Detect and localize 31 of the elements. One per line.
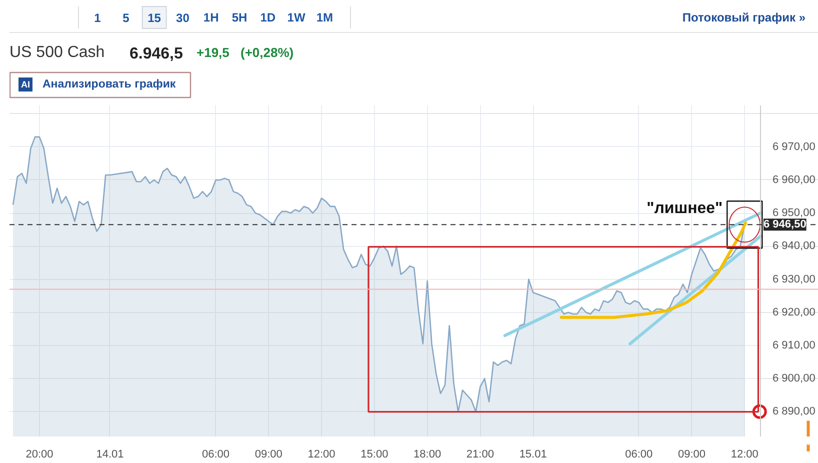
x-tick-label: 09:00 xyxy=(254,448,282,460)
text: Потоковый график » xyxy=(682,10,806,24)
ref-line-label: 6 946,50 xyxy=(764,218,806,231)
x-tick-label: 20:00 xyxy=(26,448,54,460)
y-tick-label: 6 890,00 xyxy=(772,406,816,418)
text: (+0,28%) xyxy=(240,45,294,60)
y-tick-label: 6 950,00 xyxy=(772,207,816,220)
annotation: "лишнее" xyxy=(646,200,723,218)
y-tick-label: 6 940,00 xyxy=(772,240,816,252)
y-tick-label: 6 910,00 xyxy=(772,339,816,352)
y-tick-label: 6 900,00 xyxy=(772,372,816,385)
x-tick-label: 21:00 xyxy=(466,448,494,460)
y-tick-label: 6 930,00 xyxy=(772,273,816,286)
text: Анализировать график xyxy=(42,78,176,90)
x-tick-label: 15:00 xyxy=(360,448,388,460)
x-tick-label: 18:00 xyxy=(414,448,442,460)
x-tick-label: 14.01 xyxy=(96,448,124,460)
x-tick-label: 15.01 xyxy=(519,448,547,460)
text: AI xyxy=(21,80,30,90)
x-tick-label: 06:00 xyxy=(625,448,653,460)
y-tick-label: 6 920,00 xyxy=(772,306,816,318)
text: 1 5 15 30 1H 5H 1D 1W 1M xyxy=(94,10,334,25)
x-tick-label: 12:00 xyxy=(308,448,336,460)
text: +19,5 xyxy=(196,45,230,60)
chart-title: US 500 Cash xyxy=(10,44,105,61)
x-tick-label: 09:00 xyxy=(678,448,706,460)
y-tick-label: 6 970,00 xyxy=(772,140,816,153)
text: 6.946,5 xyxy=(130,46,183,62)
y-tick-label: 6 960,00 xyxy=(772,174,816,186)
x-tick-label: 12:00 xyxy=(730,448,758,460)
x-tick-label: 06:00 xyxy=(202,448,230,460)
